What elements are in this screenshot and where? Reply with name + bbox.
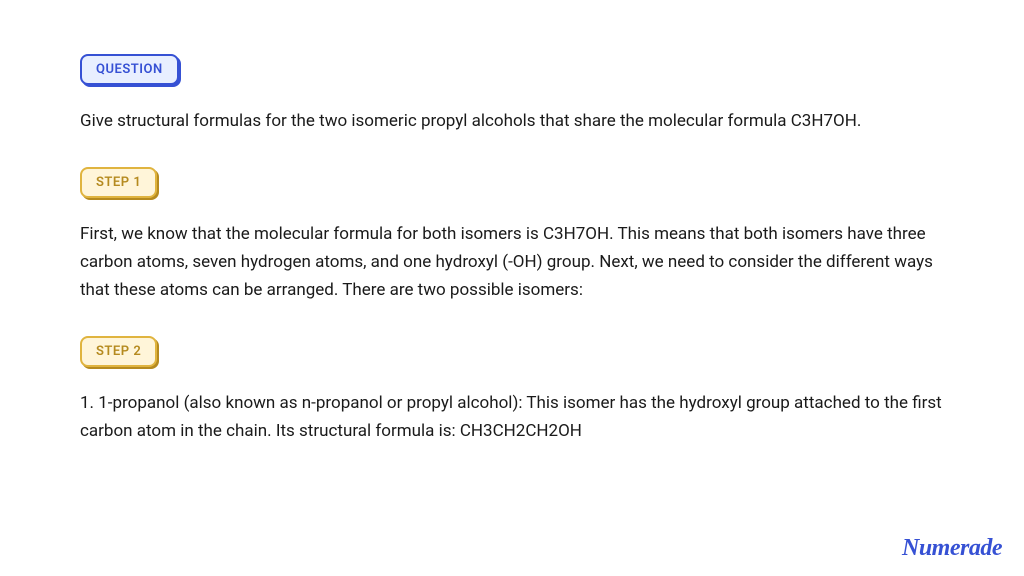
step1-text: First, we know that the molecular formul… (80, 220, 944, 304)
step1-badge: STEP 1 (80, 167, 157, 198)
step2-text: 1. 1-propanol (also known as n-propanol … (80, 389, 944, 445)
step2-badge: STEP 2 (80, 336, 157, 367)
question-badge: QUESTION (80, 54, 179, 85)
question-text: Give structural formulas for the two iso… (80, 107, 944, 135)
content-container: QUESTION Give structural formulas for th… (0, 0, 1024, 445)
brand-logo: Numerade (902, 535, 1002, 562)
